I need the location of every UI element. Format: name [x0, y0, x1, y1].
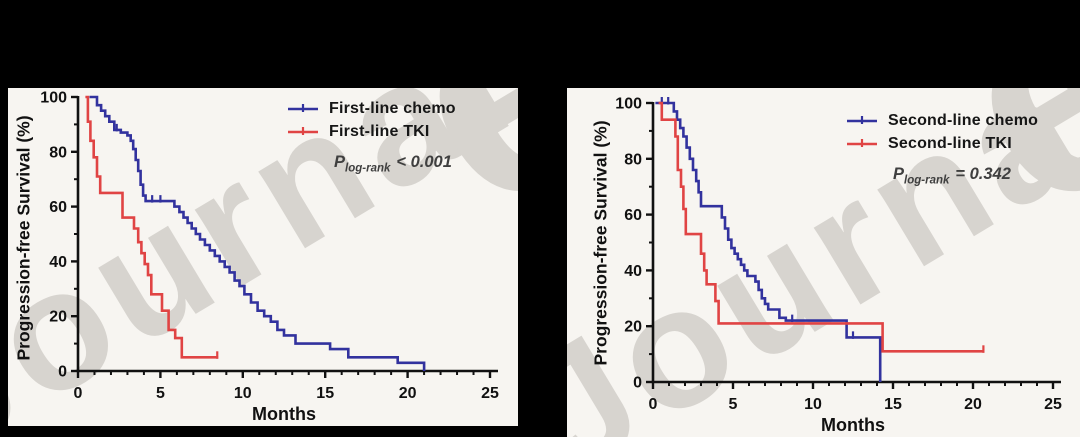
km-line-censor-marker-icon [288, 104, 318, 112]
svg-text:Months: Months [821, 415, 885, 435]
svg-text:5: 5 [729, 396, 738, 413]
km-line-censor-marker-icon [847, 116, 877, 124]
svg-text:15: 15 [884, 396, 902, 413]
svg-text:60: 60 [624, 207, 642, 224]
svg-text:40: 40 [49, 254, 67, 271]
p-subscript: log-rank [904, 174, 950, 187]
svg-text:80: 80 [624, 151, 642, 168]
svg-text:20: 20 [624, 319, 642, 336]
survival-curves-chart: 0 20 40 60 80 100 0 5 10 15 20 25 Months [40, 90, 499, 425]
legend-label: First-line TKI [329, 123, 430, 140]
svg-text:Months: Months [252, 404, 316, 424]
svg-text:10: 10 [804, 396, 822, 413]
svg-text:40: 40 [624, 263, 642, 280]
km-line-censor-marker-icon [847, 139, 877, 147]
legend: Second-line chemo Second-line TKI Plog-r… [845, 112, 1038, 186]
p-symbol: P [334, 153, 346, 171]
svg-text:100: 100 [40, 90, 67, 107]
legend-item-chemo: Second-line chemo [845, 112, 1038, 130]
km-line-censor-marker-icon [288, 127, 318, 135]
svg-text:60: 60 [49, 199, 67, 216]
svg-text:5: 5 [156, 385, 165, 402]
svg-text:0: 0 [58, 364, 67, 381]
p-value-text: = 0.342 [955, 165, 1011, 183]
p-symbol: P [893, 165, 905, 183]
p-subscript: log-rank [345, 162, 391, 175]
legend: First-line chemo First-line TKI Plog-ran… [286, 100, 456, 174]
svg-text:10: 10 [234, 385, 252, 402]
legend-item-chemo: First-line chemo [286, 100, 456, 118]
svg-text:80: 80 [49, 144, 67, 161]
svg-text:0: 0 [649, 396, 658, 413]
legend-item-tki: Second-line TKI [845, 135, 1038, 153]
p-value-text: < 0.001 [396, 153, 452, 171]
svg-text:20: 20 [964, 396, 982, 413]
svg-text:20: 20 [399, 385, 417, 402]
p-value-annotation: Plog-rank = 0.342 [893, 165, 1038, 186]
km-plot-first-line: Journal Pre e Progression-free Survival … [8, 88, 518, 426]
km-plot-second-line: Journal Pre e Progression-free Survival … [567, 88, 1080, 437]
svg-text:25: 25 [1044, 396, 1062, 413]
svg-text:0: 0 [633, 375, 642, 392]
svg-text:25: 25 [481, 385, 499, 402]
svg-text:20: 20 [49, 309, 67, 326]
svg-text:100: 100 [615, 96, 642, 113]
p-value-annotation: Plog-rank < 0.001 [334, 153, 456, 174]
legend-label: Second-line TKI [888, 135, 1012, 152]
svg-text:15: 15 [316, 385, 334, 402]
legend-label: First-line chemo [329, 100, 456, 117]
legend-item-tki: First-line TKI [286, 123, 456, 141]
legend-label: Second-line chemo [888, 112, 1039, 129]
svg-text:0: 0 [74, 385, 83, 402]
survival-curves-chart: 0 20 40 60 80 100 0 5 10 15 20 25 Months [615, 96, 1062, 436]
